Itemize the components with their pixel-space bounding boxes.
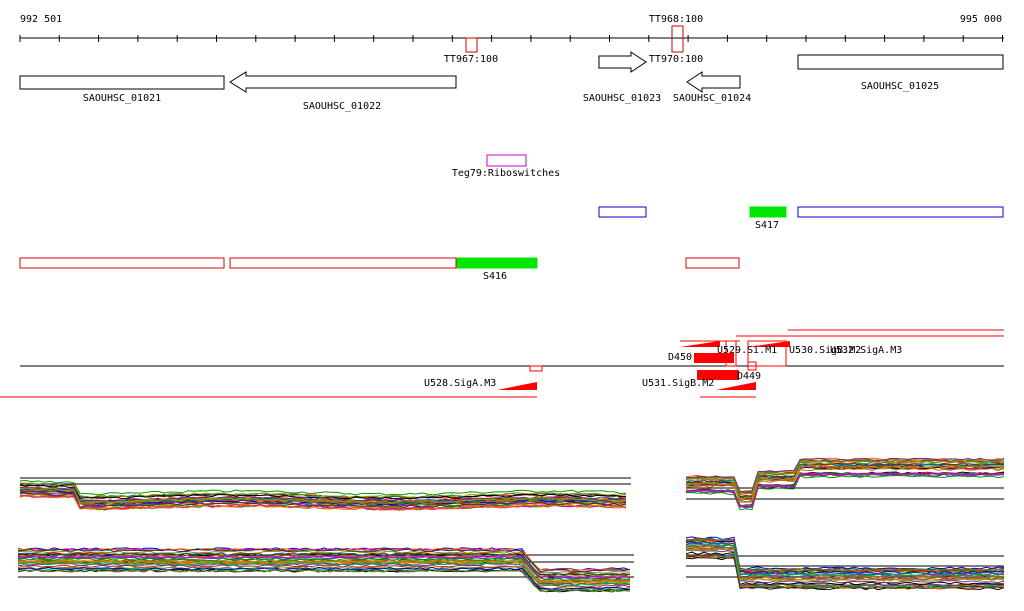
expression-profile-line — [17, 555, 631, 579]
promoter-d449-box[interactable] — [747, 361, 757, 371]
terminator-tt970-label: TT970:100 — [649, 54, 703, 65]
expression-profile-line — [685, 548, 1005, 582]
expression-panel-plus-left — [19, 477, 631, 511]
plus-segment-s417[interactable] — [749, 206, 787, 218]
expression-profile-line — [19, 489, 627, 506]
expression-profile-line — [686, 474, 1005, 511]
expression-profile-line — [19, 494, 627, 511]
expression-panel-minus-left — [17, 547, 634, 593]
promoter-d450-label: D450 — [668, 352, 692, 363]
promoter-d450-bar[interactable] — [694, 353, 734, 363]
plus-segment-track: S417 — [598, 206, 1004, 231]
expression-profile-line — [17, 559, 631, 584]
terminator-tt968[interactable] — [671, 25, 684, 53]
expression-profile-line — [685, 464, 1005, 501]
expression-profile-line — [685, 544, 1005, 578]
plus-segment-1[interactable] — [598, 206, 647, 218]
riboswitch-teg79-label: Teg79:Riboswitches — [452, 168, 560, 179]
expression-profile-line — [17, 568, 631, 593]
terminator-tt967[interactable] — [465, 37, 478, 53]
promoter-d449-bar[interactable] — [697, 370, 739, 380]
expression-profile-line — [685, 459, 1005, 496]
promoter-u531-marker[interactable] — [716, 382, 756, 390]
expression-profile-line — [685, 555, 1005, 590]
minus-segment-s416[interactable] — [456, 257, 538, 269]
promoter-d449-label: D449 — [737, 371, 761, 382]
gene-saouhsc-01024-label: SAOUHSC_01024 — [673, 93, 751, 104]
promoter-u528-box[interactable] — [529, 365, 543, 372]
promoter-u529-marker[interactable] — [680, 341, 720, 347]
gene-saouhsc-01021-label: SAOUHSC_01021 — [83, 93, 161, 104]
expression-panels — [17, 457, 1005, 593]
plus-segment-2[interactable] — [797, 206, 1004, 218]
plus-segment-s417-label: S417 — [755, 220, 779, 231]
minus-segment-track: S416 — [19, 257, 740, 282]
terminator-track: TT967:100 TT968:100 TT970:100 — [444, 14, 703, 65]
expression-profile-line — [17, 552, 631, 577]
expression-panel-plus-right — [685, 457, 1005, 511]
terminator-tt968-label: TT968:100 — [649, 14, 703, 25]
expression-profile-line — [19, 479, 627, 496]
expression-profile-line — [19, 494, 627, 511]
expression-profile-line — [17, 566, 631, 590]
promoter-track: D450 U529.Si.M1 U530.SigB.M2 U532.SigA.M… — [0, 329, 1004, 398]
minus-segment-s416-label: S416 — [483, 271, 507, 282]
gene-saouhsc-01024[interactable] — [686, 71, 741, 93]
promoter-u528-label: U528.SigA.M3 — [424, 378, 496, 389]
expression-profile-line — [17, 558, 631, 583]
expression-profile-line — [19, 482, 627, 499]
gene-saouhsc-01025[interactable] — [797, 54, 1004, 70]
minus-segment-2[interactable] — [229, 257, 457, 269]
promoter-u529-box[interactable] — [725, 340, 737, 367]
riboswitch-track: Teg79:Riboswitches — [452, 154, 560, 179]
promoter-u530-marker[interactable] — [748, 341, 790, 347]
promoter-u532-label: U532.SigA.M3 — [830, 345, 902, 356]
ruler-ticks — [19, 35, 1003, 42]
ruler-start-label: 992 501 — [20, 14, 62, 25]
expression-profile-line — [685, 467, 1005, 503]
expression-profile-line — [19, 486, 627, 502]
gene-saouhsc-01022-label: SAOUHSC_01022 — [303, 101, 381, 112]
promoter-u530-box[interactable] — [747, 340, 787, 367]
gene-saouhsc-01022[interactable] — [229, 71, 457, 93]
minus-segment-3[interactable] — [685, 257, 740, 269]
promoter-u530-label: U530.SigB.M2 — [789, 345, 861, 356]
ruler-end-label: 995 000 — [960, 14, 1002, 25]
expression-profile-line — [17, 564, 631, 588]
expression-profile-line — [19, 487, 627, 504]
promoter-u529-label: U529.Si.M1 — [717, 345, 777, 356]
expression-panel-minus-right — [685, 536, 1005, 591]
gene-saouhsc-01025-label: SAOUHSC_01025 — [861, 81, 939, 92]
expression-profile-line — [19, 487, 627, 504]
gene-saouhsc-01021[interactable] — [19, 75, 225, 90]
expression-profile-line — [685, 457, 1005, 493]
minus-segment-1[interactable] — [19, 257, 225, 269]
expression-profile-line — [17, 548, 631, 573]
gene-track: SAOUHSC_01021 SAOUHSC_01022 SAOUHSC_0102… — [19, 51, 1004, 112]
terminator-tt967-label: TT967:100 — [444, 54, 498, 65]
gene-saouhsc-01023[interactable] — [598, 51, 647, 73]
coordinate-ruler: 992 501 995 000 — [19, 14, 1004, 42]
promoter-u531-label: U531.SigB.M2 — [642, 378, 714, 389]
expression-profile-line — [17, 562, 631, 586]
gene-saouhsc-01023-label: SAOUHSC_01023 — [583, 93, 661, 104]
expression-profile-line — [685, 472, 1005, 508]
riboswitch-teg79[interactable] — [486, 154, 527, 167]
expression-profile-line — [19, 492, 627, 509]
expression-profile-line — [17, 547, 631, 572]
expression-profile-line — [685, 538, 1005, 572]
promoter-u528-marker[interactable] — [497, 382, 537, 390]
